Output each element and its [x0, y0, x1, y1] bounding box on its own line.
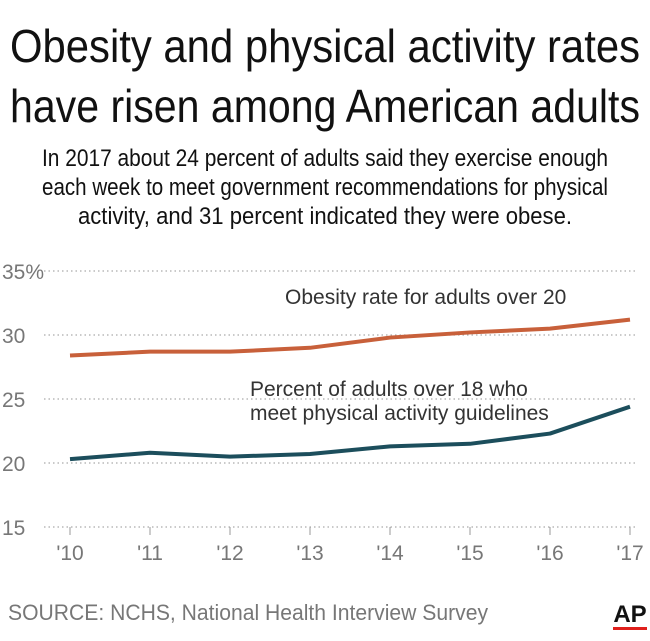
x-tick-label: '16: [536, 542, 563, 565]
series-line: [69, 317, 631, 358]
x-tick-label: '13: [296, 542, 323, 565]
series-label-text: Percent of adults over 18 who meet physi…: [250, 378, 549, 425]
x-tick-label: '10: [56, 542, 83, 565]
subtitle: activity, and 31 percent indicated they …: [78, 203, 572, 230]
x-tick-label: '15: [456, 542, 483, 565]
logo-bar: [613, 627, 647, 630]
source: SOURCE: NCHS, National Health Interview …: [8, 600, 488, 625]
series-label: Percent of adults over 18 who meet physi…: [250, 378, 549, 425]
y-tick-label: 30: [2, 325, 25, 348]
subtitle: In 2017 about 24 percent of adults said …: [42, 145, 608, 172]
x-tick-label: '14: [376, 542, 404, 565]
y-tick-label: 15: [2, 517, 25, 540]
y-tick-label: 25: [2, 389, 25, 412]
logo: AP: [613, 601, 646, 628]
series-label: Obesity rate for adults over 20: [285, 286, 567, 309]
series-label-text: Obesity rate for adults over 20: [285, 286, 567, 309]
x-tick-label: '12: [216, 542, 243, 565]
y-tick-label: 35%: [2, 261, 44, 284]
y-tick-label: 20: [2, 453, 25, 476]
subtitle: each week to meet government recommendat…: [42, 174, 608, 201]
chart-title: have risen among American adults: [10, 80, 640, 132]
series-line: [69, 404, 631, 462]
chart-title: Obesity and physical activity rates: [10, 20, 640, 72]
x-tick-label: '17: [616, 542, 643, 565]
x-tick-label: '11: [137, 542, 163, 565]
